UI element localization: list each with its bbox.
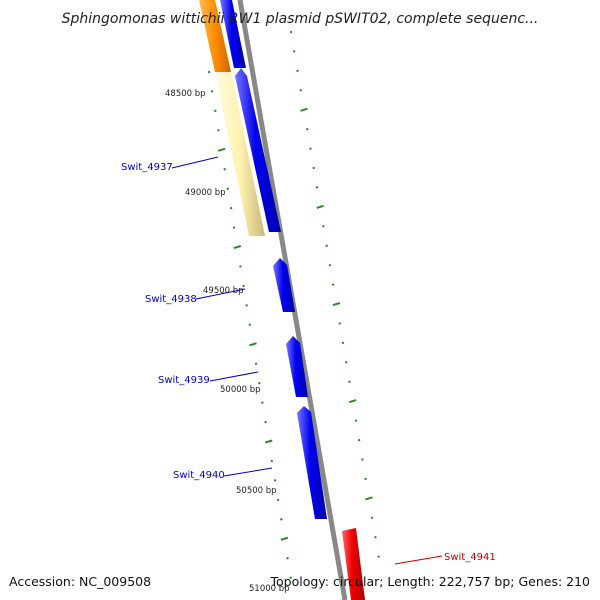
tick-right-14 (332, 302, 341, 307)
tick-left-22 (276, 498, 280, 502)
tick-right-17 (344, 361, 348, 364)
tick-left-25 (286, 556, 289, 560)
tick-left-7 (229, 206, 233, 210)
tick-left-16 (258, 381, 261, 385)
tick-label-50000: 50000 bp (220, 385, 261, 395)
tick-right-21 (357, 438, 361, 442)
tick-track-right (289, 30, 380, 558)
tick-left-17 (261, 401, 264, 404)
topology-text: Topology: circular; Length: 222,757 bp; … (270, 574, 591, 589)
tick-left-8 (232, 226, 236, 229)
tick-label-48500: 48500 bp (165, 89, 206, 99)
tick-left-13 (248, 323, 252, 327)
tick-right-26 (374, 535, 377, 539)
callout-line-swit-4939 (209, 371, 259, 382)
tick-label-49500: 49500 bp (203, 286, 244, 296)
tick-label-49000: 49000 bp (185, 188, 226, 198)
tick-right-5 (305, 127, 309, 131)
tick-right-12 (328, 263, 332, 267)
tick-left-5 (223, 167, 226, 171)
tick-right-4 (300, 107, 308, 112)
tick-left-10 (239, 265, 242, 268)
tick-right-25 (370, 516, 374, 520)
feature-light (215, 72, 265, 236)
tick-right-22 (361, 458, 364, 461)
gene-bar-swit-4937 (235, 68, 281, 232)
gene-label-swit-4941[interactable]: Swit_4941 (444, 552, 496, 563)
tick-left-9 (233, 245, 242, 250)
tick-label-50500: 50500 bp (236, 486, 277, 496)
tick-left-12 (245, 304, 248, 307)
callout-line-swit-4938 (195, 288, 246, 300)
tick-left-11 (242, 284, 245, 288)
tick-labels: 48500 bp 49000 bp 49500 bp 50000 bp 5050… (165, 89, 290, 594)
tick-track-left (207, 70, 292, 579)
tick-right-11 (325, 244, 328, 247)
tick-label-51000: 51000 bp (249, 584, 290, 594)
gene-label-swit-4937[interactable]: Swit_4937 (121, 162, 173, 173)
tick-right-18 (348, 380, 351, 384)
callout-line-swit-4941 (394, 555, 443, 565)
gene-label-swit-4938[interactable]: Swit_4938 (145, 294, 197, 305)
tick-left-1 (210, 90, 214, 93)
gene-label-swit-4940[interactable]: Swit_4940 (173, 470, 225, 481)
gene-bar-top (220, 0, 246, 68)
tick-left-19 (264, 439, 273, 444)
tick-left-4 (217, 147, 226, 152)
tick-right-6 (309, 147, 312, 150)
tick-left-14 (249, 342, 257, 347)
tick-left-24 (280, 536, 289, 541)
tick-right-13 (331, 283, 335, 286)
accession-text: Accession: NC_009508 (9, 574, 151, 589)
tick-right-0 (289, 30, 293, 34)
tick-right-20 (354, 419, 358, 422)
tick-left-3 (217, 129, 220, 132)
tick-left-26 (289, 576, 292, 579)
tick-right-9 (316, 204, 324, 209)
tick-left-15 (254, 362, 258, 365)
tick-left-18 (264, 420, 267, 424)
gene-bar-swit-4940 (297, 406, 327, 519)
tick-right-16 (341, 341, 345, 345)
tick-right-7 (312, 166, 315, 170)
map-title: Sphingomonas wittichii RW1 plasmid pSWIT… (62, 11, 539, 27)
tick-right-23 (364, 477, 367, 481)
tick-left-23 (280, 518, 283, 521)
tick-right-19 (348, 399, 357, 404)
gene-bar-swit-4941 (342, 528, 365, 600)
tick-left-21 (273, 479, 277, 482)
callout-line-swit-4940 (223, 467, 273, 477)
tick-left-20 (270, 459, 274, 463)
gene-labels: Swit_4937 Swit_4938 Swit_4939 Swit_4940 … (121, 156, 496, 565)
tick-right-15 (338, 322, 341, 325)
tick-right-3 (299, 89, 302, 92)
callout-line-swit-4937 (171, 156, 219, 169)
tick-right-8 (315, 186, 319, 189)
gene-bar-swit-4938 (273, 258, 295, 312)
tick-right-10 (322, 225, 325, 228)
gene-bar-swit-4939 (286, 336, 308, 397)
tick-right-24 (365, 496, 373, 501)
feature-orange (199, 0, 231, 72)
gene-label-swit-4939[interactable]: Swit_4939 (158, 375, 210, 386)
tick-left-2 (214, 109, 217, 113)
tick-right-27 (377, 555, 380, 558)
tick-right-1 (292, 50, 296, 53)
tick-left-6 (226, 187, 230, 190)
tick-right-2 (296, 69, 299, 73)
tick-left-0 (207, 70, 211, 74)
